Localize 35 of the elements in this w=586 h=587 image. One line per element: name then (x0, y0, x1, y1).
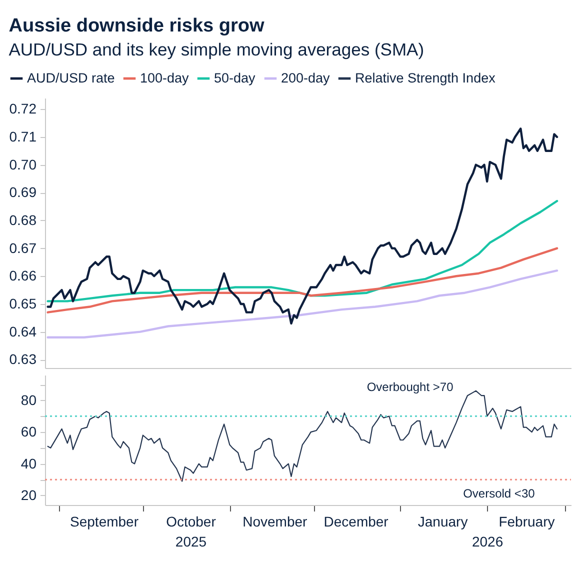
line-series (46, 128, 558, 325)
y-tick-label: 0.69 (9, 184, 37, 200)
x-tick-label: September (70, 514, 139, 530)
x-tick-label: February (498, 514, 555, 530)
y-tick-label: 20 (20, 486, 37, 503)
chart-subtitle: AUD/USD and its key simple moving averages (SMA) (8, 40, 424, 60)
x-tick-label: October (166, 514, 216, 530)
line-series (46, 269, 558, 338)
legend-label: Relative Strength Index (355, 70, 496, 86)
chart-title: Aussie downside risks grow (8, 16, 264, 36)
y-tick-label: 0.72 (9, 100, 37, 117)
y-tick-label: 60 (20, 424, 37, 440)
x-tick-label: December (324, 514, 389, 530)
ref-line-label: Overbought >70 (366, 380, 454, 394)
x-tick-label: November (242, 514, 308, 530)
legend-label: 100-day (140, 70, 190, 86)
legend-label: 200-day (281, 70, 330, 86)
y-tick-label: 0.65 (9, 295, 37, 312)
x-tick-label: January (418, 514, 468, 530)
y-tick-label: 0.71 (9, 128, 37, 144)
x2-tick-label: 2026 (472, 534, 504, 550)
y-tick-label: 40 (20, 455, 37, 472)
y-tick-label: 80 (20, 392, 37, 408)
ref-line-label: Oversold <30 (463, 486, 536, 501)
x2-tick-label: 2025 (175, 534, 207, 550)
legend-label: 50-day (214, 70, 256, 86)
line-series (46, 200, 558, 302)
y-tick-label: 0.70 (9, 156, 37, 172)
y-tick-label: 0.66 (9, 268, 37, 284)
y-tick-label: 0.63 (9, 351, 37, 368)
line-series (46, 247, 558, 314)
y-tick-label: 0.64 (9, 323, 37, 340)
y-tick-label: 0.67 (9, 240, 37, 256)
y-tick-label: 0.68 (9, 212, 37, 228)
legend-label: AUD/USD rate (27, 70, 115, 86)
